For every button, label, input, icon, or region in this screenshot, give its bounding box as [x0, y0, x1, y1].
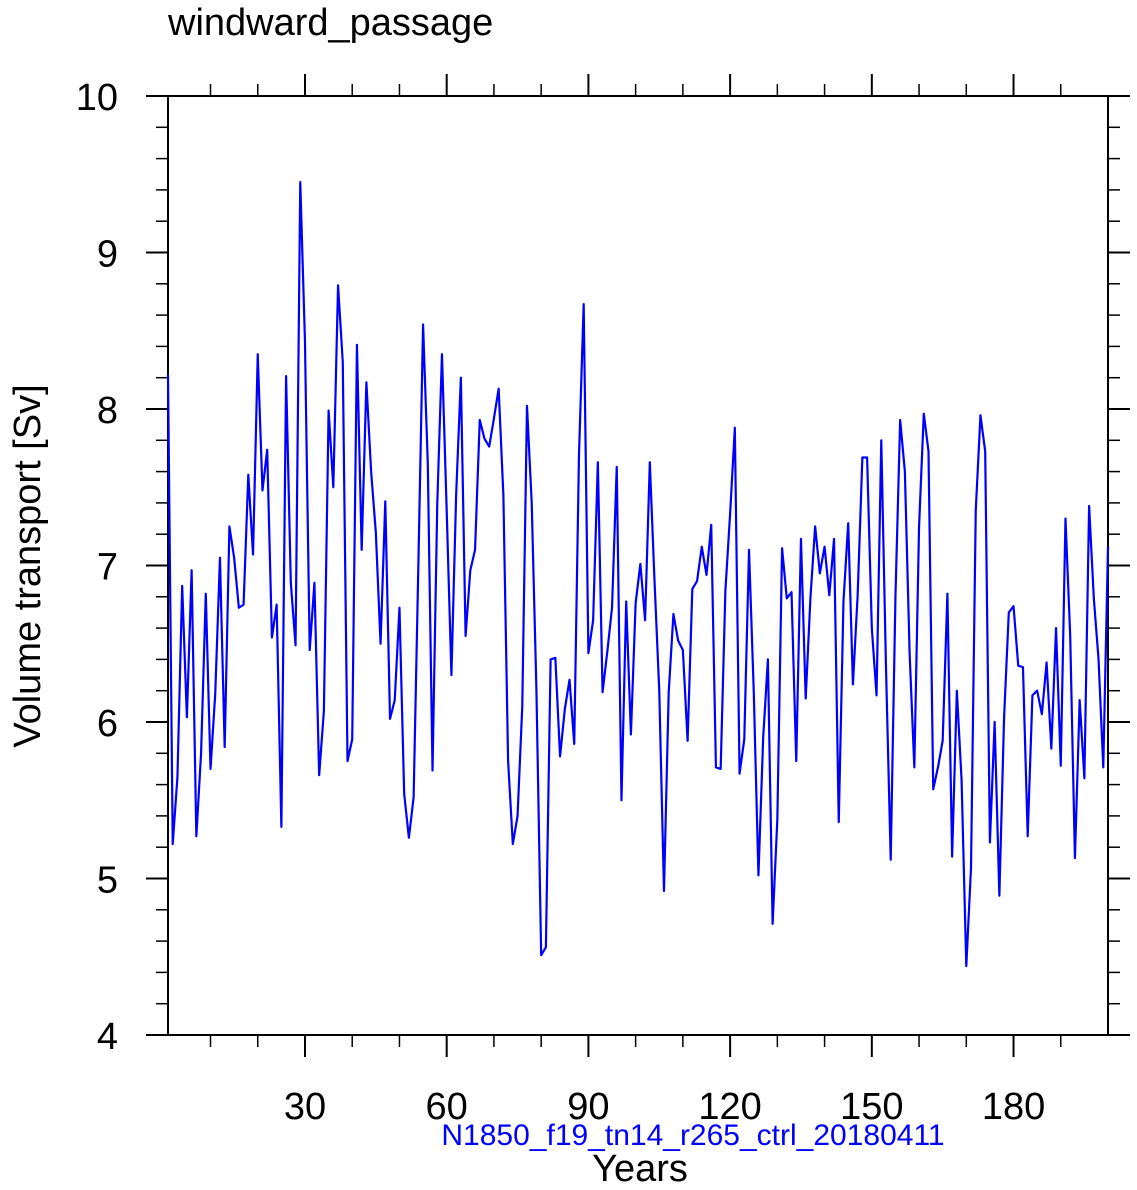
- y-tick-label: 4: [97, 1016, 118, 1058]
- x-tick-labels: 30 60 90 120 150 180: [284, 1086, 1045, 1128]
- x-tick-label: 150: [840, 1086, 903, 1128]
- y-tick-label: 10: [76, 77, 118, 119]
- x-tick-label: 90: [567, 1086, 609, 1128]
- x-axis-title: Years: [592, 1148, 688, 1190]
- y-tick-label: 8: [97, 390, 118, 432]
- chart-title: windward_passage: [167, 2, 493, 44]
- y-tick-label: 9: [97, 234, 118, 276]
- series-line: [166, 180, 1110, 968]
- y-axis-title: Volume transport [Sv]: [7, 384, 49, 747]
- x-tick-label: 120: [698, 1086, 761, 1128]
- x-tick-label: 180: [982, 1086, 1045, 1128]
- y-tick-labels: 4 5 6 7 8 9 10: [76, 77, 118, 1058]
- run-caption: N1850_f19_tn14_r265_ctrl_20180411: [441, 1119, 944, 1152]
- y-tick-label: 7: [97, 547, 118, 589]
- major-ticks: [146, 74, 1130, 1057]
- x-tick-label: 30: [284, 1086, 326, 1128]
- y-tick-label: 5: [97, 860, 118, 902]
- x-tick-label: 60: [426, 1086, 468, 1128]
- minor-ticks: [156, 84, 1120, 1047]
- y-tick-label: 6: [97, 703, 118, 745]
